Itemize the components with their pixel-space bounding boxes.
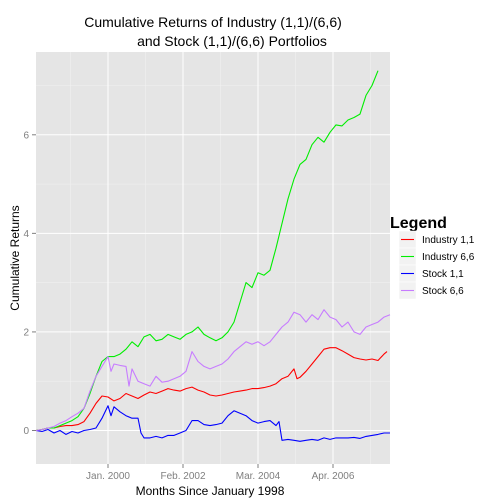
x-tick-label-1: Feb. 2002	[160, 471, 205, 482]
y-tick-label-2: 4	[23, 229, 29, 240]
y-tick-label-0: 0	[23, 426, 29, 437]
x-tick-label-0: Jan. 2000	[86, 471, 130, 482]
legend-label-stock-6-6: Stock 6,6	[422, 286, 464, 297]
legend-title: Legend	[390, 215, 447, 232]
y-tick-label-1: 2	[23, 327, 29, 338]
series-lines	[35, 70, 391, 442]
chart-title-line-1: Cumulative Returns of Industry (1,1)/(6,…	[84, 14, 342, 30]
legend-label-stock-1-1: Stock 1,1	[422, 269, 464, 280]
legend-label-industry-6-6: Industry 6,6	[422, 252, 475, 263]
axis-ticks: Jan. 2000 Feb. 2002 Mar. 2004 Apr. 2006 0 2 4 6	[23, 130, 354, 482]
chart-title-line-2: and Stock (1,1)/(6,6) Portfolios	[137, 33, 327, 49]
minor-gridlines	[36, 52, 390, 464]
y-axis-title: Cumulative Returns	[8, 205, 22, 310]
legend-items: Industry 1,1 Industry 6,6 Stock 1,1 Stock 6…	[398, 230, 475, 300]
x-tick-label-3: Apr. 2006	[312, 471, 355, 482]
x-tick-label-2: Mar. 2004	[236, 471, 281, 482]
legend-label-industry-1-1: Industry 1,1	[422, 235, 475, 246]
series-line-stock-6-6	[35, 309, 391, 432]
plot-panel	[36, 52, 390, 464]
x-axis-title: Months Since January 1998	[136, 484, 285, 498]
series-line-industry-1-1	[35, 347, 388, 432]
series-line-stock-1-1	[35, 405, 390, 442]
y-tick-label-3: 6	[23, 130, 29, 141]
major-gridlines	[36, 52, 390, 464]
legend: Legend Industry 1,1 Industry 6,6 Stock 1,1…	[390, 215, 475, 300]
